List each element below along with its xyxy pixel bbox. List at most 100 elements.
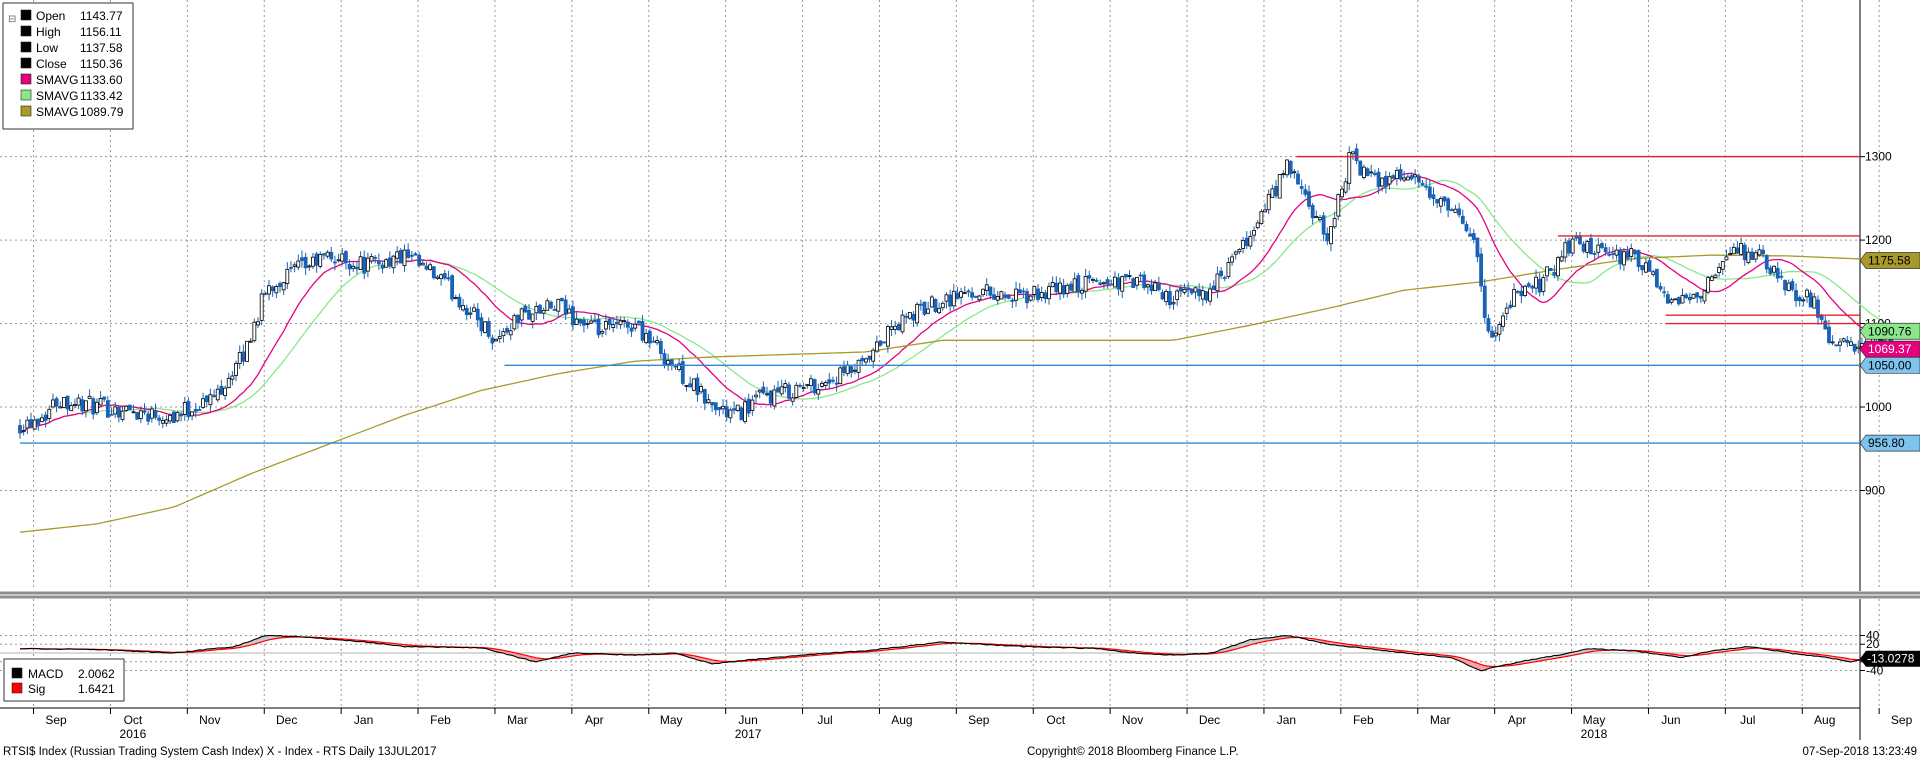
candle: [1625, 246, 1630, 260]
candle: [1801, 297, 1806, 307]
candle: [688, 376, 693, 388]
candle: [1640, 264, 1645, 276]
candle-body: [651, 340, 656, 343]
candle-body: [179, 413, 184, 417]
value-tag-box: [1859, 356, 1920, 374]
candle: [512, 313, 517, 331]
candle-body: [904, 315, 909, 318]
candle-body: [783, 383, 788, 388]
panel-separator[interactable]: [0, 591, 1920, 599]
candle-body: [787, 384, 791, 399]
candle-body: [43, 414, 48, 421]
x-month-label: Dec: [276, 713, 297, 727]
candle: [267, 279, 271, 301]
candle: [1003, 291, 1007, 301]
macd-fill-segment: [1250, 639, 1255, 645]
candle: [611, 317, 616, 333]
candle: [1834, 344, 1839, 347]
candle: [1347, 146, 1352, 191]
candle: [1061, 278, 1066, 298]
candle-body: [1662, 291, 1667, 294]
candle: [1069, 280, 1073, 292]
candle-body: [124, 405, 129, 411]
candle: [285, 262, 290, 289]
candle-body: [1409, 175, 1414, 180]
candle: [1252, 226, 1256, 242]
candle-body: [838, 367, 843, 385]
candle: [303, 252, 308, 275]
candle-body: [1786, 282, 1791, 291]
candle-body: [105, 400, 110, 418]
candle-body: [1720, 261, 1725, 270]
candle-body: [995, 296, 1000, 301]
candle: [413, 252, 418, 256]
candle: [142, 403, 147, 416]
candle: [1102, 281, 1106, 289]
candle-body: [794, 384, 799, 398]
candle: [1607, 247, 1612, 257]
x-month-label: Jan: [1277, 713, 1296, 727]
candle: [428, 262, 433, 271]
candle-body: [831, 379, 835, 382]
candle-body: [1695, 292, 1700, 298]
candle-body: [1373, 172, 1377, 176]
candle-body: [732, 408, 736, 411]
candle-body: [1405, 176, 1410, 181]
candle-body: [32, 419, 37, 430]
candle: [680, 354, 685, 386]
candle-body: [684, 385, 689, 387]
candle: [1303, 184, 1308, 198]
candle: [395, 246, 400, 266]
candle: [453, 294, 458, 300]
candle: [856, 359, 861, 379]
candle-body: [1512, 289, 1516, 307]
candle: [146, 410, 151, 426]
candle: [1717, 262, 1722, 278]
candle: [805, 383, 810, 389]
candle: [160, 416, 165, 429]
candle-body: [1556, 257, 1560, 277]
candle-body: [340, 253, 345, 262]
candle-body: [1076, 275, 1081, 293]
candle: [1017, 283, 1022, 294]
candle-body: [431, 266, 436, 279]
candle: [1340, 186, 1344, 201]
candle: [911, 311, 916, 328]
candle-body: [1329, 226, 1333, 245]
candle: [1138, 272, 1143, 282]
candle: [1808, 289, 1813, 308]
candle: [684, 384, 689, 392]
candle-body: [1728, 253, 1733, 255]
x-month-label: Oct: [1046, 713, 1065, 727]
candle: [1160, 289, 1165, 301]
candle: [127, 404, 132, 411]
candle: [1383, 170, 1388, 194]
candle-body: [65, 395, 70, 410]
candle-body: [380, 265, 385, 269]
candle-body: [680, 361, 685, 384]
candle: [944, 292, 949, 309]
candle-body: [567, 308, 572, 314]
candle-body: [1614, 249, 1619, 256]
candle-body: [457, 296, 462, 308]
candle: [816, 383, 821, 400]
candle-body: [845, 364, 850, 375]
candle: [1336, 193, 1341, 221]
candle-body: [1354, 148, 1359, 162]
candle: [376, 253, 381, 270]
candle: [1453, 204, 1458, 213]
macd-legend-label: MACD: [28, 667, 64, 681]
candle-body: [131, 411, 136, 414]
candle-body: [1281, 173, 1286, 176]
price-legend: ⊟ Open 1143.77 High 1156.11 Low 1137.58 Close 11…: [2, 2, 134, 130]
candle: [699, 383, 704, 395]
candle: [937, 302, 942, 315]
candle-body: [417, 254, 422, 266]
candle-body: [1453, 208, 1458, 213]
candle: [787, 381, 791, 400]
candle: [582, 316, 586, 333]
value-tag-box: [1859, 322, 1920, 340]
candle: [534, 301, 539, 321]
candle-body: [486, 321, 491, 337]
